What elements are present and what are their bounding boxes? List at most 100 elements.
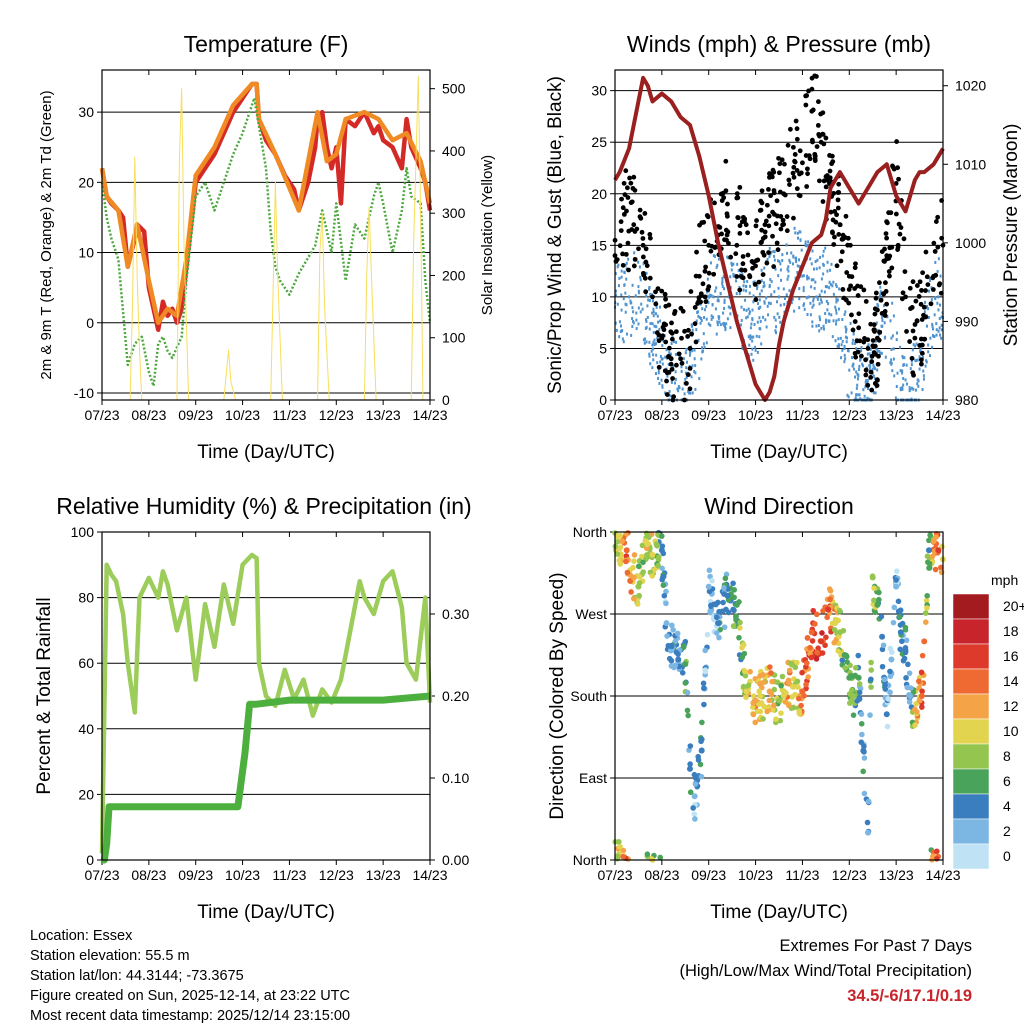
wind-gust-point <box>869 353 875 359</box>
wind-gust-point <box>871 327 877 333</box>
direction-point <box>813 656 820 662</box>
wind-speed-point <box>765 325 768 329</box>
wind-speed-point <box>803 307 806 311</box>
wind-speed-point <box>785 243 788 247</box>
direction-point <box>750 711 757 718</box>
wind-speed-point <box>655 305 658 309</box>
wind-gust-point <box>847 242 853 248</box>
wind-speed-point <box>697 338 700 342</box>
wind-speed-point <box>637 289 640 293</box>
wind-speed-point <box>635 311 638 315</box>
direction-point <box>903 675 909 681</box>
direction-point <box>663 588 669 595</box>
wind-speed-point <box>763 284 766 288</box>
temperature-ytick-label: 20 <box>78 174 94 190</box>
wind-speed-point <box>759 319 762 323</box>
wind-speed-point <box>729 275 732 279</box>
wind-gust-point <box>803 102 809 108</box>
wind-speed-point <box>749 337 752 341</box>
wind-gust-point <box>678 356 683 362</box>
wind-speed-point <box>862 388 865 392</box>
direction-point <box>649 551 656 558</box>
wind-speed-point <box>794 259 797 263</box>
wind-speed-point <box>670 380 673 384</box>
direction-point <box>808 629 815 636</box>
wind-gust-point <box>861 339 867 345</box>
wind-gust-point <box>914 318 920 324</box>
wind-speed-point <box>798 297 801 301</box>
wind-gust-point <box>804 93 810 98</box>
wind-speed-point <box>924 364 927 368</box>
direction-point <box>933 855 940 862</box>
direction-point <box>841 652 848 658</box>
direction-point <box>631 558 637 564</box>
wind-speed-point <box>835 297 838 301</box>
wind-gust-point <box>687 365 693 371</box>
wind-gust-point <box>917 279 923 285</box>
wind-gust-point <box>858 353 864 359</box>
info-created: Figure created on Sun, 2025-12-14, at 23… <box>30 988 350 1004</box>
wind-gust-point <box>937 281 943 287</box>
wind-speed-point <box>661 384 664 388</box>
winds-ytick-label: 5 <box>599 340 607 356</box>
direction-point <box>890 619 897 626</box>
wind-gust-point <box>674 362 679 368</box>
direction-point <box>876 589 882 596</box>
wind-speed-point <box>882 304 885 308</box>
wind-gust-point <box>771 264 777 269</box>
wind-speed-point <box>903 356 906 360</box>
wind-direction-xtick-label: 08/23 <box>644 867 679 883</box>
wind-speed-point <box>922 355 925 359</box>
direction-point <box>858 711 865 717</box>
wind-gust-point <box>792 152 798 157</box>
wind-speed-point <box>715 286 718 290</box>
wind-gust-point <box>771 190 777 196</box>
wind-gust-point <box>854 338 860 344</box>
wind-speed-point <box>714 307 717 311</box>
wind-speed-point <box>818 329 821 333</box>
direction-point <box>850 712 857 718</box>
wind-speed-point <box>860 346 863 350</box>
wind-speed-point <box>695 328 698 332</box>
direction-point <box>771 686 778 693</box>
wind-gust-point <box>931 273 937 279</box>
wind-speed-point <box>811 249 814 253</box>
direction-point <box>614 538 621 545</box>
wind-speed-point <box>701 307 704 311</box>
wind-speed-point <box>619 330 622 334</box>
wind-gust-point <box>669 330 675 336</box>
winds-ytick-label: 25 <box>591 134 607 150</box>
wind-gust-point <box>632 229 638 234</box>
direction-point <box>831 639 838 646</box>
pressure-line <box>613 75 945 402</box>
wind-speed-point <box>776 312 779 316</box>
wind-gust-point <box>653 301 659 307</box>
wind-speed-point <box>669 394 672 398</box>
direction-point <box>675 656 682 663</box>
wind-gust-point <box>910 328 916 334</box>
direction-point <box>919 704 925 710</box>
wind-gust-point <box>925 282 931 287</box>
wind-speed-point <box>645 319 648 323</box>
wind-speed-point <box>633 251 636 255</box>
wind-gust-point <box>623 168 629 174</box>
wind-gust-point <box>893 211 899 217</box>
wind-gust-point <box>930 287 936 292</box>
direction-point <box>927 532 933 538</box>
wind-speed-point <box>709 323 712 327</box>
wind-gust-point <box>872 311 878 317</box>
wind-speed-point <box>746 315 749 319</box>
wind-gust-point <box>723 158 729 164</box>
wind-speed-point <box>916 382 919 386</box>
colorbar-label: 10 <box>1003 723 1019 739</box>
wind-gust-point <box>877 329 882 335</box>
direction-point <box>919 688 925 695</box>
wind-speed-point <box>748 310 751 314</box>
wind-gust-point <box>740 275 746 281</box>
wind-gust-point <box>809 108 815 114</box>
wind-gust-point <box>896 176 901 182</box>
direction-point <box>779 673 786 680</box>
wind-speed-point <box>657 376 660 380</box>
wind-speed-point <box>805 296 808 300</box>
wind-speed-point <box>845 336 848 340</box>
